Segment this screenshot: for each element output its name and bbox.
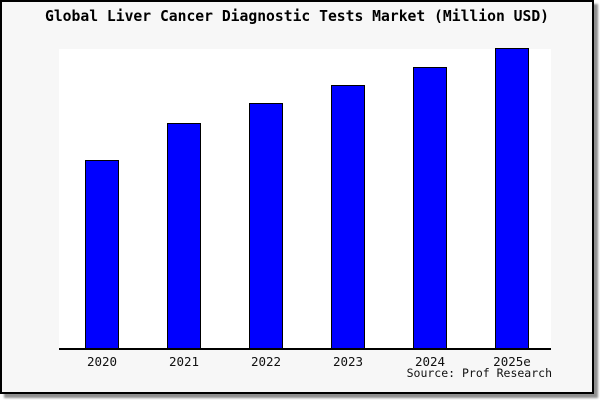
- bar-2025e: [495, 48, 529, 348]
- source-note: Source: Prof Research: [406, 366, 552, 380]
- bar-2021: [167, 123, 201, 348]
- bar-2022: [249, 103, 283, 348]
- x-axis-label-2024: 2024: [414, 354, 446, 369]
- chart-title: Global Liver Cancer Diagnostic Tests Mar…: [44, 8, 550, 25]
- x-axis-label-2021: 2021: [168, 354, 200, 369]
- x-axis-label-2025e: 2025e: [493, 354, 531, 369]
- x-axis-label-2022: 2022: [250, 354, 282, 369]
- bar-2023: [331, 85, 365, 348]
- bar-2020: [85, 160, 119, 348]
- chart-frame: Global Liver Cancer Diagnostic Tests Mar…: [0, 0, 594, 394]
- bar-2024: [413, 67, 447, 348]
- x-axis-label-2020: 2020: [86, 354, 118, 369]
- x-axis-label-2023: 2023: [332, 354, 364, 369]
- plot-area: [59, 48, 551, 350]
